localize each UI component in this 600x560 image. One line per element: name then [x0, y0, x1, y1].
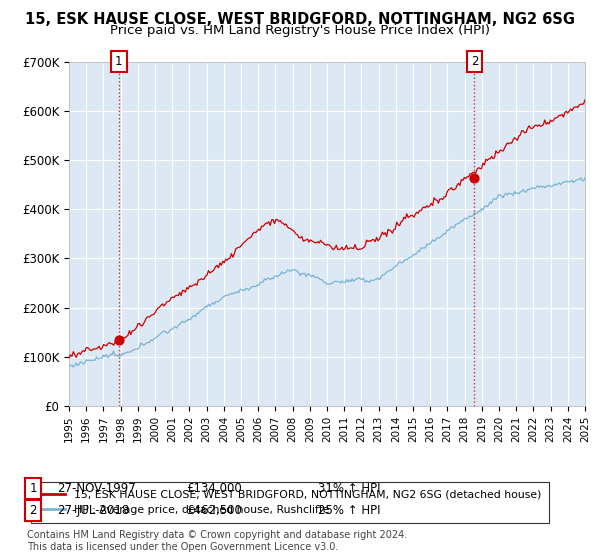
- Point: [114, 335, 124, 344]
- Legend: 15, ESK HAUSE CLOSE, WEST BRIDGFORD, NOTTINGHAM, NG2 6SG (detached house), HPI: : 15, ESK HAUSE CLOSE, WEST BRIDGFORD, NOT…: [31, 482, 549, 522]
- Text: 15, ESK HAUSE CLOSE, WEST BRIDGFORD, NOTTINGHAM, NG2 6SG: 15, ESK HAUSE CLOSE, WEST BRIDGFORD, NOT…: [25, 12, 575, 27]
- Text: 27-NOV-1997: 27-NOV-1997: [57, 482, 136, 495]
- Text: 1: 1: [29, 482, 37, 495]
- Text: Price paid vs. HM Land Registry's House Price Index (HPI): Price paid vs. HM Land Registry's House …: [110, 24, 490, 37]
- Text: 2: 2: [29, 504, 37, 517]
- Point: [470, 174, 479, 183]
- Text: 27-JUL-2018: 27-JUL-2018: [57, 504, 129, 517]
- Text: Contains HM Land Registry data © Crown copyright and database right 2024.
This d: Contains HM Land Registry data © Crown c…: [27, 530, 407, 552]
- Text: £462,500: £462,500: [186, 504, 242, 517]
- Text: £134,000: £134,000: [186, 482, 242, 495]
- Text: 25% ↑ HPI: 25% ↑ HPI: [318, 504, 380, 517]
- Text: 1: 1: [115, 55, 122, 68]
- Text: 2: 2: [470, 55, 478, 68]
- Text: 31% ↑ HPI: 31% ↑ HPI: [318, 482, 380, 495]
